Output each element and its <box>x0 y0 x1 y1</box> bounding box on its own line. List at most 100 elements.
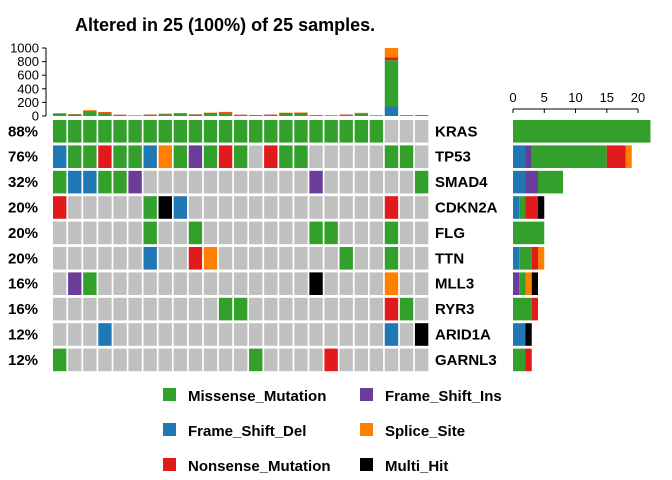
row-labels: 88% KRAS 76% TP53 32% SMAD4 20% CDKN2A 20% FLG 20%… <box>8 123 498 369</box>
cell-cdkn2a-6 <box>128 196 142 219</box>
cell-cdkn2a-19 <box>324 196 338 219</box>
cell-arid1a-9 <box>173 323 188 346</box>
cell-mll3-3 <box>83 272 97 295</box>
gene-bar-segment <box>525 145 532 168</box>
gene-bar-segment <box>538 170 563 194</box>
cell-kras-4 <box>98 120 112 143</box>
cell-tp53-14 <box>249 145 263 168</box>
gene-label: TTN <box>435 250 464 267</box>
gene-count-axis: 0 5 10 15 20 <box>509 90 645 113</box>
cell-ttn-7 <box>143 247 157 270</box>
cell-kras-11 <box>203 120 218 143</box>
cell-garnl3-11 <box>203 348 218 372</box>
tmb-bar-segment <box>218 113 233 116</box>
gene-bar-segment <box>513 247 520 270</box>
cell-ttn-4 <box>98 247 112 270</box>
tmb-tick-label: 400 <box>17 81 39 96</box>
cell-ryr3-16 <box>279 297 293 321</box>
cell-flg-15 <box>264 221 278 245</box>
tmb-bar-segment <box>354 113 368 114</box>
cell-cdkn2a-14 <box>249 196 263 219</box>
gene-bar-segment <box>538 196 545 219</box>
cell-ryr3-19 <box>324 297 338 321</box>
tmb-tick-label: 200 <box>17 95 39 110</box>
cell-arid1a-21 <box>354 323 368 346</box>
gene-label: TP53 <box>435 149 471 166</box>
cell-kras-8 <box>158 120 172 143</box>
tmb-bar-segment <box>294 113 308 116</box>
cell-arid1a-11 <box>203 323 218 346</box>
gene-tick-label: 0 <box>509 90 516 105</box>
cell-mll3-7 <box>143 272 157 295</box>
cell-flg-17 <box>294 221 308 245</box>
cell-mll3-18 <box>309 272 323 295</box>
cell-mll3-25 <box>414 272 429 295</box>
cell-flg-16 <box>279 221 293 245</box>
cell-flg-6 <box>128 221 142 245</box>
cell-ttn-24 <box>399 247 414 270</box>
tmb-tick-label: 800 <box>17 54 39 69</box>
gene-tick-label: 5 <box>541 90 548 105</box>
cell-ryr3-11 <box>203 297 218 321</box>
cell-arid1a-20 <box>339 323 353 346</box>
cell-tp53-23 <box>384 145 399 168</box>
legend-label-multi_hit: Multi_Hit <box>385 458 448 475</box>
cell-mll3-8 <box>158 272 172 295</box>
tmb-bar-segment <box>384 106 399 116</box>
gene-label: MLL3 <box>435 276 474 293</box>
cell-cdkn2a-13 <box>233 196 248 219</box>
cell-mll3-14 <box>249 272 263 295</box>
cell-tp53-9 <box>173 145 188 168</box>
legend-label-frame_shift_ins: Frame_Shift_Ins <box>385 388 502 405</box>
cell-ttn-13 <box>233 247 248 270</box>
cell-arid1a-14 <box>249 323 263 346</box>
cell-cdkn2a-20 <box>339 196 353 219</box>
cell-cdkn2a-1 <box>53 196 67 219</box>
cell-ryr3-13 <box>233 297 248 321</box>
cell-arid1a-25 <box>414 323 429 346</box>
tmb-bar-segment <box>279 112 293 114</box>
gene-tick-label: 15 <box>600 90 614 105</box>
cell-mll3-11 <box>203 272 218 295</box>
cell-tp53-6 <box>128 145 142 168</box>
cell-smad4-3 <box>83 170 97 194</box>
cell-tp53-25 <box>414 145 429 168</box>
cell-cdkn2a-5 <box>113 196 127 219</box>
tmb-bar-segment <box>203 113 218 114</box>
cell-garnl3-17 <box>294 348 308 372</box>
cell-flg-1 <box>53 221 67 245</box>
cell-arid1a-16 <box>279 323 293 346</box>
cell-garnl3-20 <box>339 348 353 372</box>
cell-garnl3-9 <box>173 348 188 372</box>
cell-flg-8 <box>158 221 172 245</box>
cell-tp53-4 <box>98 145 112 168</box>
cell-mll3-6 <box>128 272 142 295</box>
tmb-bar-segment <box>173 113 188 114</box>
legend-label-frame_shift_del: Frame_Shift_Del <box>188 423 306 440</box>
cell-smad4-14 <box>249 170 263 194</box>
cell-flg-20 <box>339 221 353 245</box>
cell-mll3-13 <box>233 272 248 295</box>
cell-garnl3-3 <box>83 348 97 372</box>
cell-ttn-1 <box>53 247 67 270</box>
tmb-bar-segment <box>203 113 218 116</box>
cell-smad4-9 <box>173 170 188 194</box>
gene-bar-segment <box>606 145 626 168</box>
cell-garnl3-21 <box>354 348 368 372</box>
cell-kras-1 <box>53 120 67 143</box>
tmb-bar-segment <box>354 113 368 116</box>
cell-cdkn2a-18 <box>309 196 323 219</box>
cell-smad4-16 <box>279 170 293 194</box>
cell-tp53-12 <box>218 145 233 168</box>
cell-garnl3-19 <box>324 348 338 372</box>
cell-smad4-17 <box>294 170 308 194</box>
cell-smad4-8 <box>158 170 172 194</box>
cell-tp53-16 <box>279 145 293 168</box>
cell-cdkn2a-22 <box>369 196 384 219</box>
cell-tp53-15 <box>264 145 278 168</box>
cell-garnl3-5 <box>113 348 127 372</box>
cell-arid1a-24 <box>399 323 414 346</box>
cell-cdkn2a-11 <box>203 196 218 219</box>
cell-smad4-12 <box>218 170 233 194</box>
cell-arid1a-17 <box>294 323 308 346</box>
